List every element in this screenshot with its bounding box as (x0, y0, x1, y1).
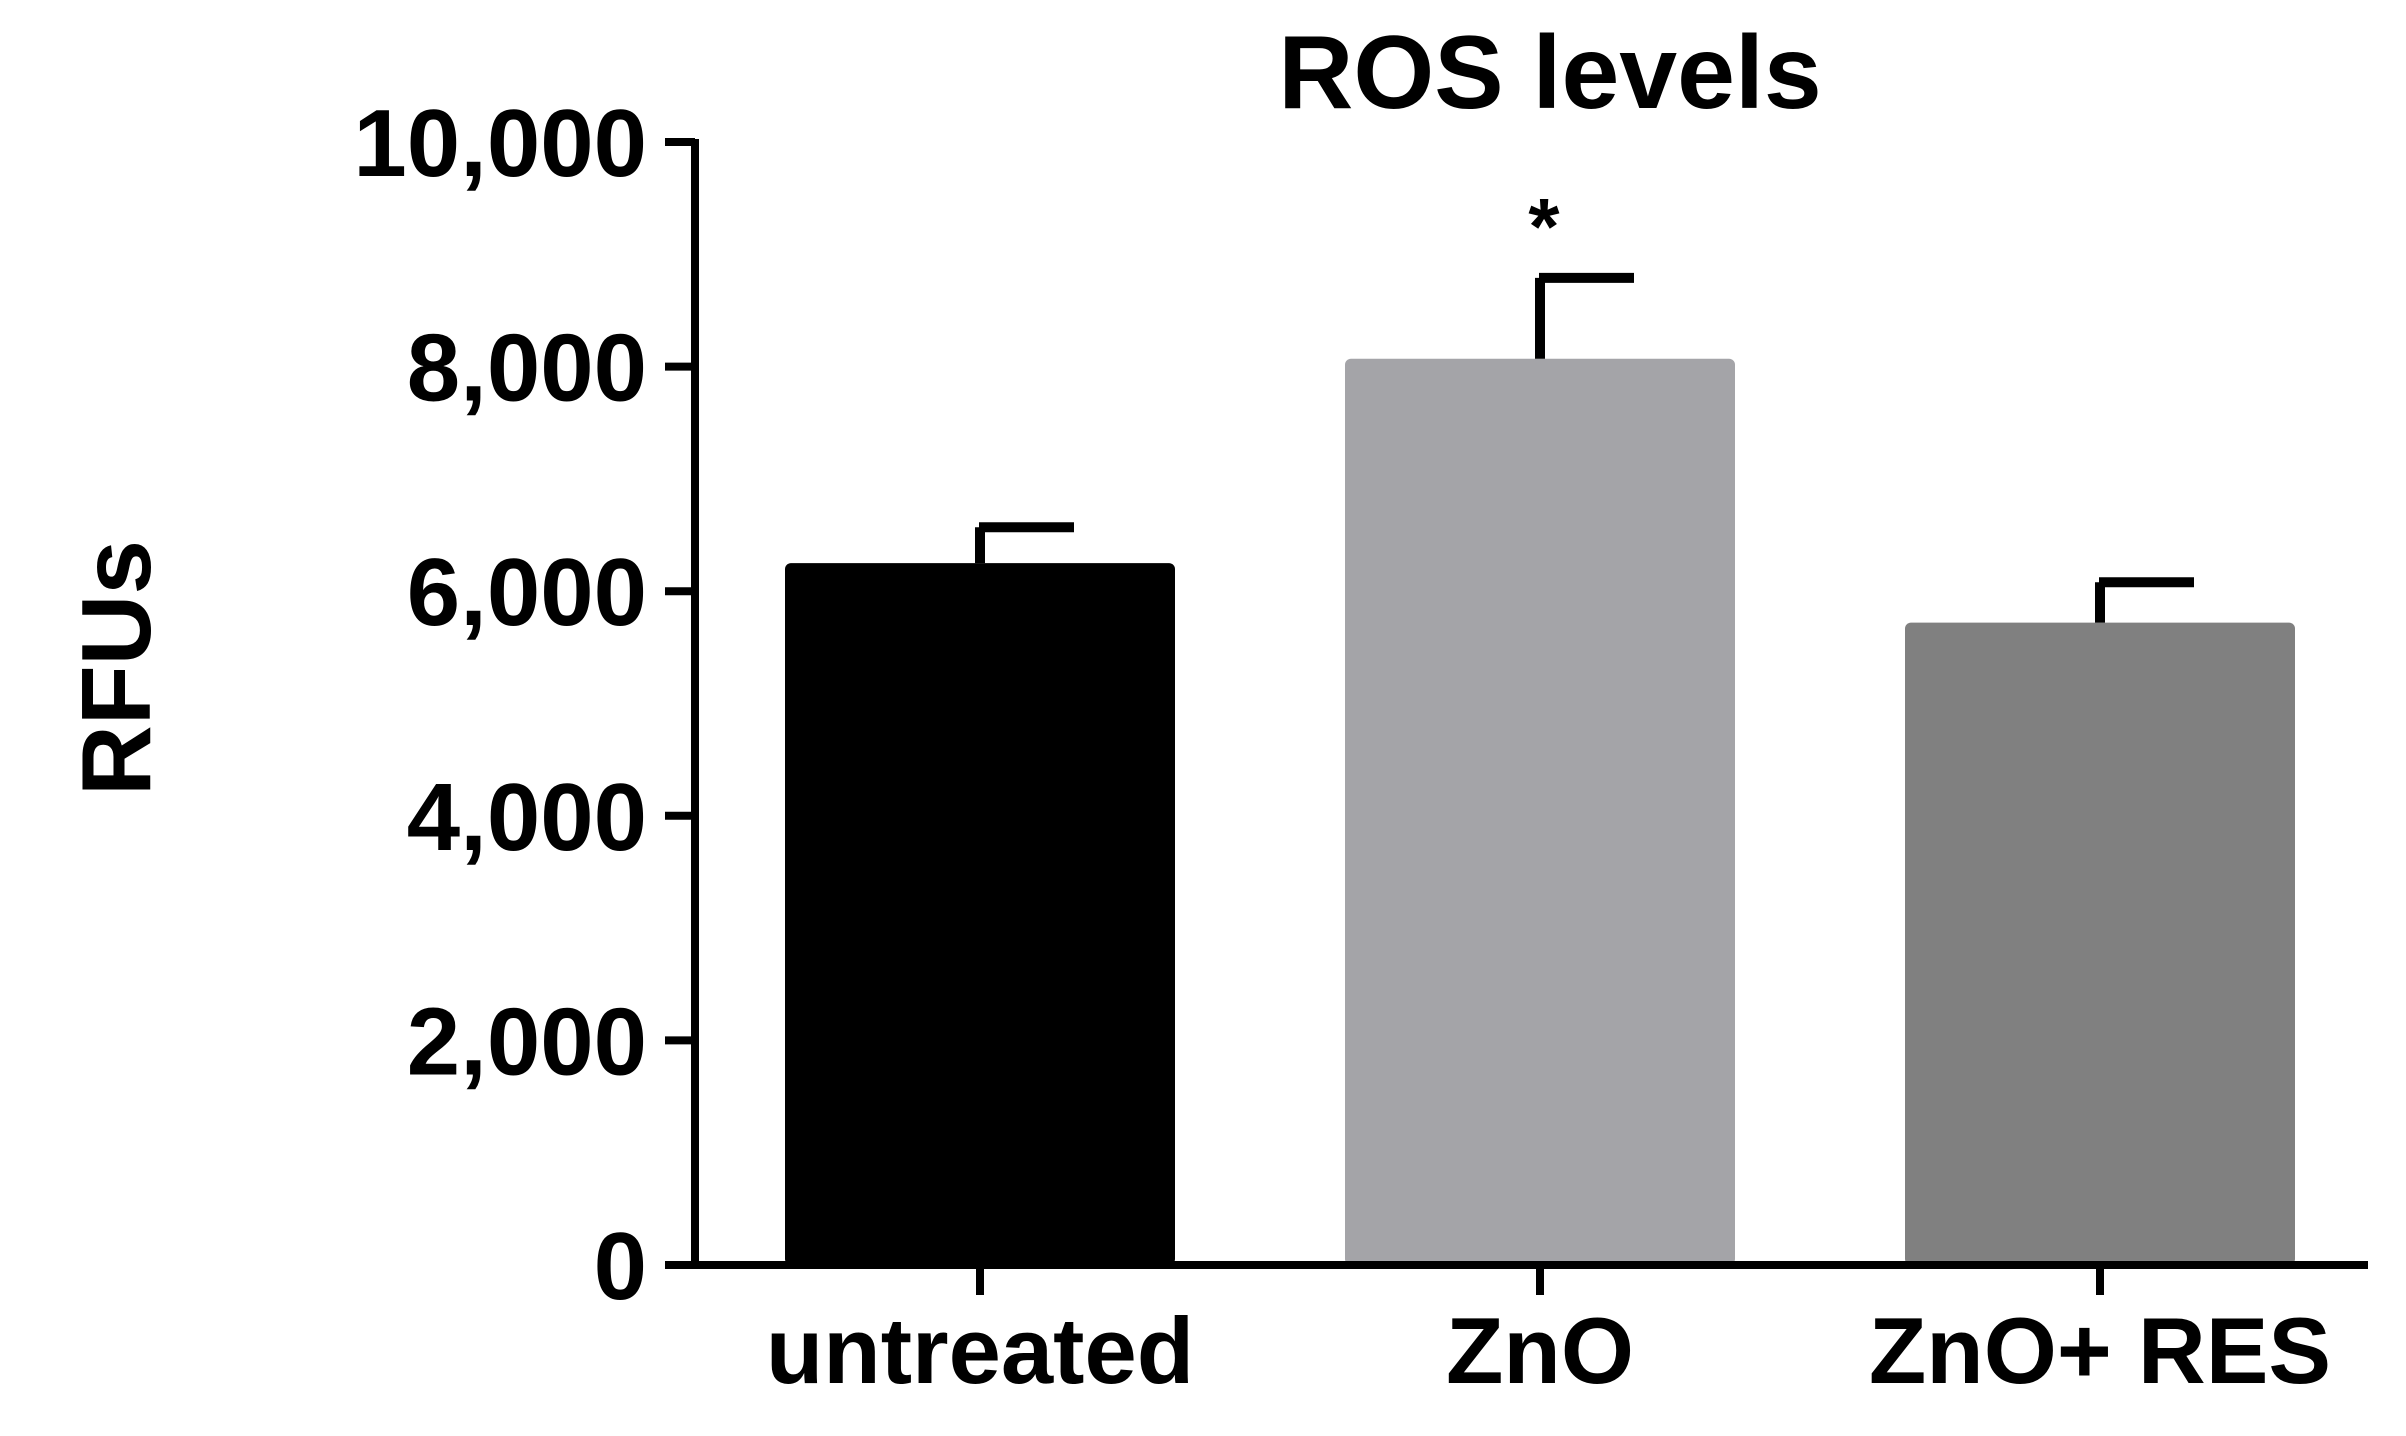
significance-marker: * (1528, 182, 1560, 271)
bars: * (785, 182, 2295, 1265)
y-tick-label: 6,000 (407, 539, 647, 646)
y-tick-label: 2,000 (407, 988, 647, 1095)
bar (1905, 622, 2295, 1265)
y-tick-label: 10,000 (353, 90, 647, 197)
y-tick-label: 8,000 (407, 315, 647, 422)
bar (1345, 358, 1735, 1265)
y-tick-label: 4,000 (407, 764, 647, 871)
y-axis: 0 2,000 4,000 6,000 8,000 10,000 (353, 90, 699, 1320)
chart-title: ROS levels (1278, 15, 1821, 131)
x-category-label: ZnO (1446, 1298, 1634, 1403)
y-tick-label: 0 (594, 1213, 647, 1320)
x-category-label: untreated (766, 1298, 1194, 1403)
bar (785, 563, 1175, 1265)
y-axis-label: RFUs (61, 540, 171, 796)
x-axis: untreated ZnO ZnO+ RES (691, 1261, 2368, 1403)
x-category-label: ZnO+ RES (1869, 1298, 2331, 1403)
